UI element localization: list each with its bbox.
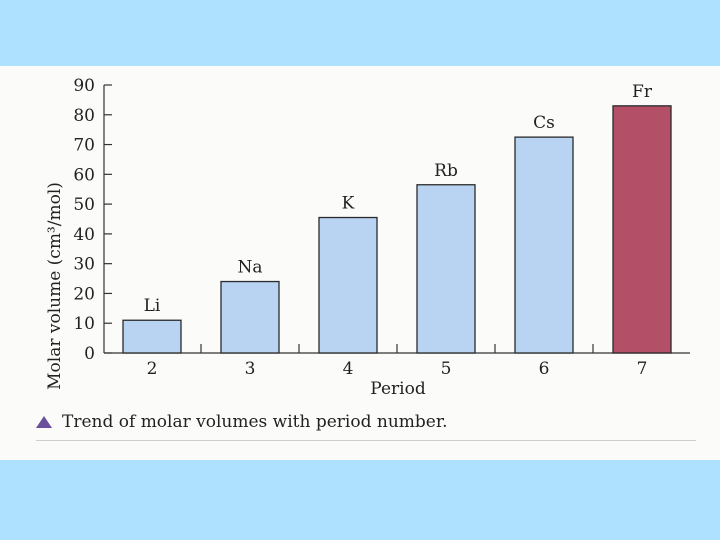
bars [122,105,672,354]
x-axis-title: Period [370,379,426,399]
x-tick-label: 5 [441,359,452,379]
caption-divider [36,440,696,441]
y-tick-label: 10 [73,314,95,334]
bar [514,136,574,354]
bar [122,319,182,354]
y-tick-label: 20 [73,284,95,304]
y-tick-label: 0 [84,344,95,364]
axes [103,85,690,354]
y-tick-label: 60 [73,165,95,185]
bar [416,184,476,354]
x-tick-label: 4 [343,359,354,379]
bar-data-label: Rb [434,161,458,181]
bar [220,280,280,354]
figure-panel: 0 10 20 30 40 50 60 70 80 90 Li Na K Rb Cs Fr 2 3 4 5 6 7 P… [0,66,720,460]
x-axis-ticks: 2 3 4 5 6 7 [147,344,648,379]
y-tick-label: 40 [73,225,95,245]
y-tick-label: 50 [73,195,95,215]
bar-data-label: Cs [533,113,555,133]
x-tick-label: 3 [245,359,256,379]
figure-caption: Trend of molar volumes with period numbe… [36,412,696,432]
x-tick-label: 7 [637,359,648,379]
bar [612,105,672,354]
y-tick-label: 70 [73,136,95,156]
y-axis-title: Molar volume (cm³/mol) [45,182,65,390]
triangle-icon [36,416,52,428]
bar-labels: Li Na K Rb Cs Fr [144,82,653,316]
y-tick-label: 90 [73,76,95,96]
bar [318,216,378,354]
y-tick-label: 80 [73,106,95,126]
bar-data-label: Na [237,258,262,278]
y-tick-label: 30 [73,255,95,275]
bar-data-label: Li [144,296,161,316]
y-axis-ticks: 0 10 20 30 40 50 60 70 80 90 [73,76,112,364]
x-tick-label: 2 [147,359,158,379]
bar-chart: 0 10 20 30 40 50 60 70 80 90 Li Na K Rb Cs Fr 2 3 4 5 6 7 P… [45,76,690,399]
x-tick-label: 6 [539,359,550,379]
bar-data-label: K [342,194,355,214]
caption-text: Trend of molar volumes with period numbe… [62,412,448,432]
bar-data-label: Fr [632,82,653,102]
